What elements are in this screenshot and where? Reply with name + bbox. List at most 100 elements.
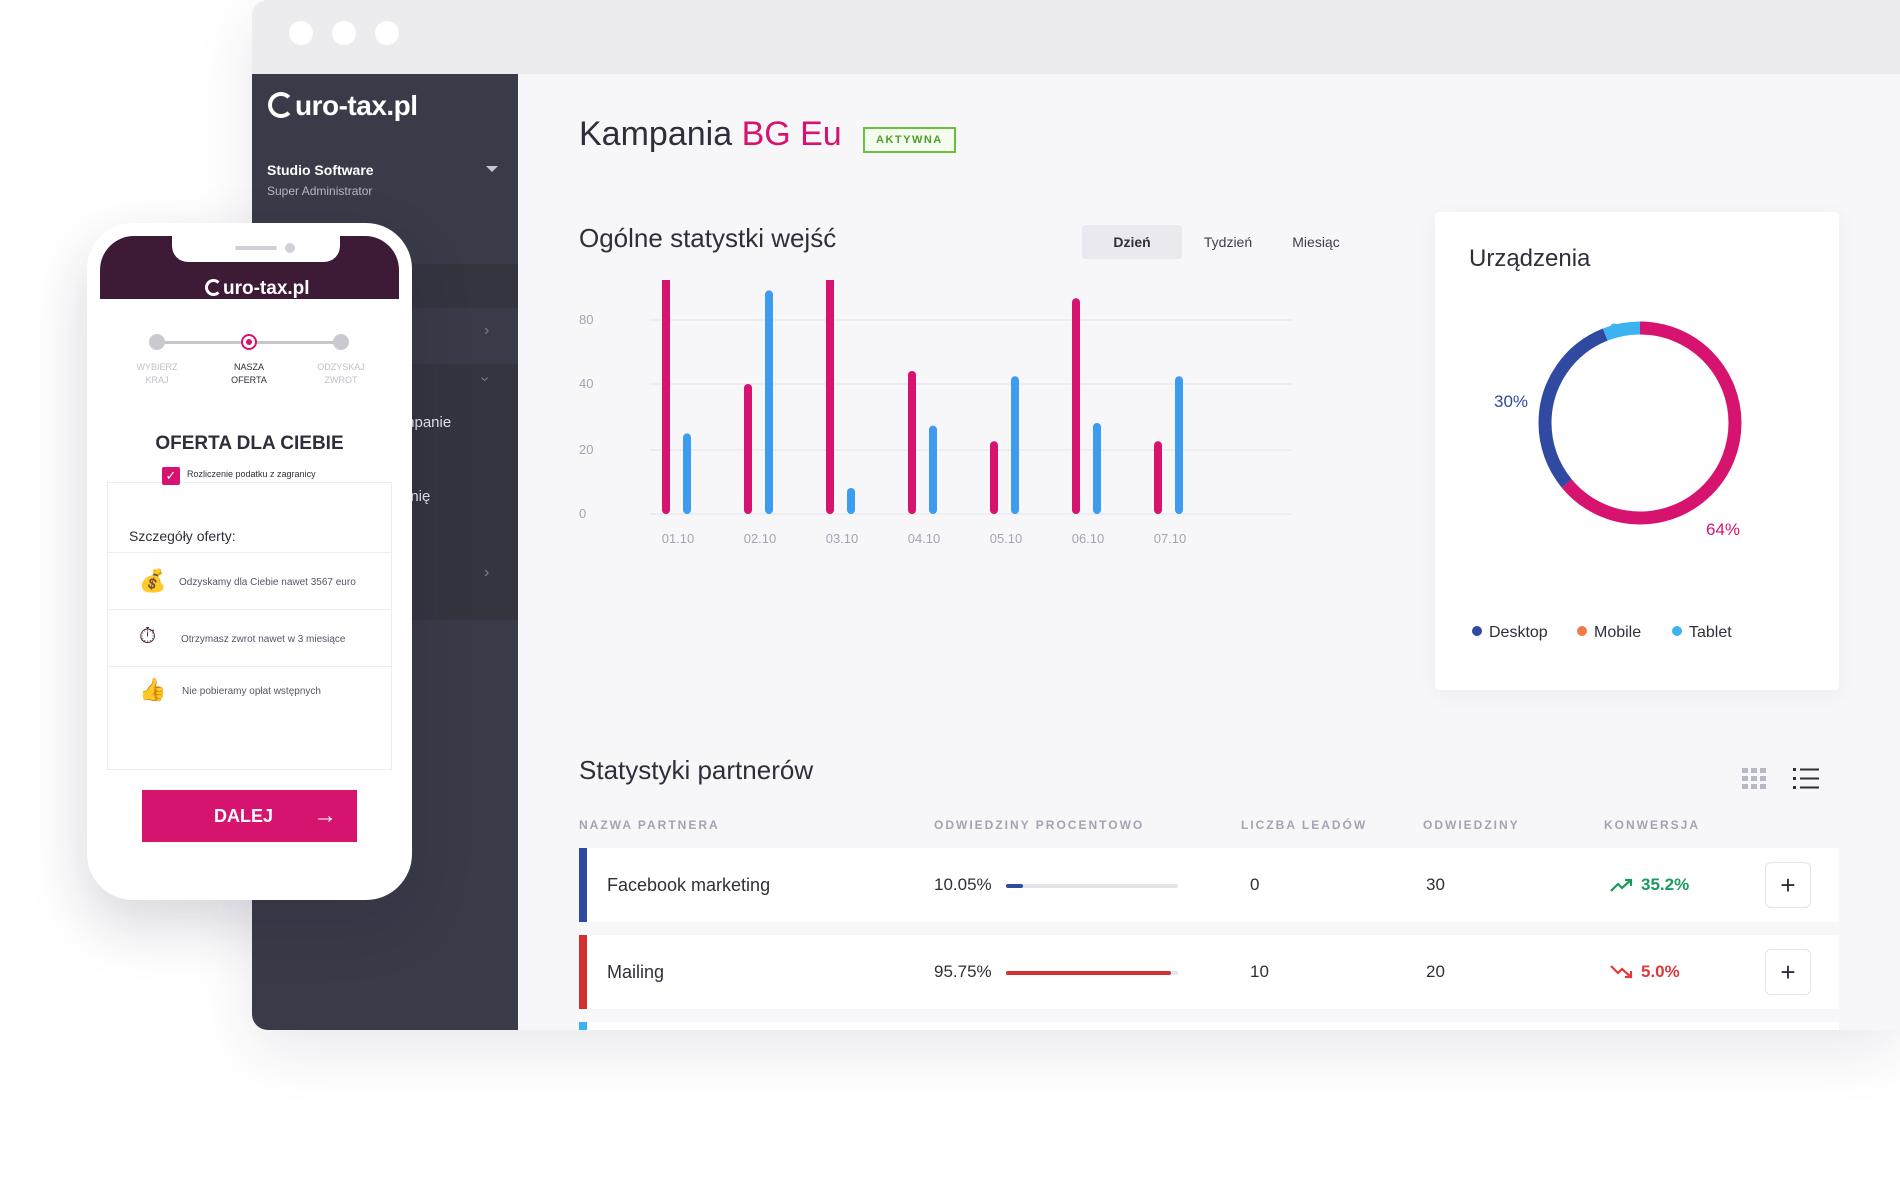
column-header[interactable]: ODWIEDZINY bbox=[1423, 818, 1520, 832]
y-tick-label: 20 bbox=[579, 442, 593, 457]
detail-text: Nie pobieramy opłat wstępnych bbox=[182, 686, 321, 697]
leads-count: 0 bbox=[1250, 875, 1260, 894]
divider bbox=[107, 609, 392, 610]
donut-slice-desktop[interactable] bbox=[1538, 321, 1742, 525]
row-accent bbox=[579, 848, 587, 922]
logo-text: uro-tax.pl bbox=[223, 278, 310, 299]
grid-view-icon[interactable] bbox=[1742, 768, 1766, 790]
x-tick-label: 03.10 bbox=[826, 531, 859, 546]
step-label-line: ODZYSKAJ bbox=[317, 362, 365, 372]
y-tick-label: 40 bbox=[579, 376, 593, 391]
row-accent bbox=[579, 1022, 587, 1030]
step-label: WYBIERZ KRAJ bbox=[122, 361, 192, 387]
conversion-rate: 5.0% bbox=[1641, 962, 1680, 981]
sidebar-item-label[interactable]: mpanie bbox=[402, 414, 452, 431]
window-dot[interactable] bbox=[289, 21, 313, 45]
offer-title: OFERTA DLA CIEBIE bbox=[155, 433, 344, 454]
next-button-label: DALEJ bbox=[214, 806, 274, 826]
window-dot[interactable] bbox=[332, 21, 356, 45]
column-header[interactable]: LICZBA LEADÓW bbox=[1241, 818, 1368, 832]
step-label: ODZYSKAJ ZWROT bbox=[306, 361, 376, 387]
donut-slice-tablet[interactable] bbox=[1538, 321, 1742, 525]
caret-down-icon[interactable] bbox=[486, 166, 498, 172]
x-tick-label: 07.10 bbox=[1154, 531, 1187, 546]
bar-series-2[interactable] bbox=[1175, 376, 1183, 514]
step-dot[interactable] bbox=[333, 334, 349, 350]
visits-count: 30 bbox=[1426, 875, 1445, 894]
visits-count: 20 bbox=[1426, 962, 1445, 981]
phone-header: uro-tax.pl bbox=[100, 236, 399, 299]
legend-tablet[interactable]: Tablet bbox=[1672, 624, 1732, 642]
legend-swatch bbox=[1672, 626, 1682, 636]
step-label-line: OFERTA bbox=[231, 375, 267, 385]
desktop-percent-label: 30% bbox=[1494, 392, 1529, 411]
legend-label: Tablet bbox=[1689, 624, 1732, 641]
step-label: NASZA OFERTA bbox=[214, 361, 284, 387]
divider bbox=[107, 552, 392, 553]
phone-logo[interactable]: uro-tax.pl bbox=[205, 278, 310, 300]
tab-day[interactable]: Dzień bbox=[1082, 225, 1182, 259]
tax-checkbox[interactable]: ✓ bbox=[162, 467, 180, 485]
stopwatch-icon: ⏱ bbox=[139, 623, 157, 648]
partner-name: Facebook marketing bbox=[607, 875, 771, 895]
column-header[interactable]: ODWIEDZINY PROCENTOWO bbox=[934, 818, 1145, 832]
bar-series-1[interactable] bbox=[744, 384, 752, 514]
checkbox-label[interactable]: Rozliczenie podatku z zagranicy bbox=[187, 469, 316, 479]
mobile-percent-label: 64% bbox=[1706, 520, 1741, 539]
visits-progress-bar bbox=[1006, 884, 1178, 888]
add-button[interactable]: + bbox=[1765, 862, 1811, 908]
x-tick-label: 06.10 bbox=[1072, 531, 1105, 546]
step-dot-active[interactable] bbox=[241, 334, 257, 350]
bar-series-2[interactable] bbox=[847, 488, 855, 514]
phone-notch bbox=[172, 236, 340, 262]
trend-down-icon bbox=[1610, 965, 1633, 979]
tab-week[interactable]: Tydzień bbox=[1203, 234, 1253, 250]
status-badge: AKTYWNA bbox=[863, 127, 956, 153]
list-view-icon[interactable] bbox=[1793, 766, 1819, 792]
legend-desktop[interactable]: Desktop bbox=[1472, 624, 1548, 642]
table-row[interactable]: Facebook marketing 10.05% 0 30 35.2% + bbox=[579, 848, 1839, 922]
step-label-line: ZWROT bbox=[324, 375, 358, 385]
bar-series-2[interactable] bbox=[683, 433, 691, 514]
x-tick-label: 04.10 bbox=[908, 531, 941, 546]
logo-text: uro-tax.pl bbox=[295, 90, 418, 121]
partners-title: Statystyki partnerów bbox=[579, 755, 814, 785]
divider bbox=[107, 666, 392, 667]
chevron-down-icon[interactable]: › bbox=[476, 376, 494, 382]
table-row[interactable]: Mailing 95.75% 10 20 5.0% + bbox=[579, 935, 1839, 1009]
bar-series-2[interactable] bbox=[765, 290, 773, 514]
sidebar-logo[interactable]: uro-tax.pl bbox=[268, 90, 418, 122]
next-button[interactable]: DALEJ → bbox=[142, 790, 357, 842]
column-header[interactable]: NAZWA PARTNERA bbox=[579, 818, 720, 832]
chevron-right-icon[interactable]: › bbox=[484, 322, 490, 339]
bar-series-1[interactable] bbox=[662, 280, 670, 514]
bar-series-1[interactable] bbox=[1154, 441, 1162, 514]
table-row[interactable] bbox=[579, 1022, 1839, 1030]
bar-series-1[interactable] bbox=[908, 371, 916, 514]
trend-up-icon bbox=[1610, 878, 1633, 892]
step-label-line: KRAJ bbox=[145, 375, 169, 385]
page-title: Kampania BG Eu bbox=[579, 115, 842, 154]
bar-series-2[interactable] bbox=[929, 425, 937, 514]
step-dot[interactable] bbox=[149, 334, 165, 350]
step-label-line: NASZA bbox=[233, 362, 264, 372]
detail-text: Otrzymasz zwrot nawet w 3 miesiące bbox=[181, 634, 346, 645]
legend-label: Desktop bbox=[1489, 624, 1548, 641]
bar-series-1[interactable] bbox=[1072, 298, 1080, 514]
leads-count: 10 bbox=[1250, 962, 1269, 981]
add-button[interactable]: + bbox=[1765, 949, 1811, 995]
legend-mobile[interactable]: Mobile bbox=[1577, 624, 1641, 642]
tab-month[interactable]: Miesiąc bbox=[1292, 234, 1340, 250]
devices-title: Urządzenia bbox=[1469, 245, 1591, 272]
bar-series-2[interactable] bbox=[1093, 423, 1101, 514]
money-bag-icon: 💰 bbox=[139, 568, 167, 593]
chevron-right-icon[interactable]: › bbox=[484, 564, 490, 581]
bar-series-1[interactable] bbox=[826, 280, 834, 514]
bar-series-1[interactable] bbox=[990, 441, 998, 514]
org-name[interactable]: Studio Software bbox=[267, 162, 374, 178]
bar-series-2[interactable] bbox=[1011, 376, 1019, 514]
window-dot[interactable] bbox=[375, 21, 399, 45]
title-accent: BG Eu bbox=[741, 115, 842, 153]
column-header[interactable]: KONWERSJA bbox=[1604, 818, 1701, 832]
y-tick-label: 0 bbox=[579, 506, 586, 521]
